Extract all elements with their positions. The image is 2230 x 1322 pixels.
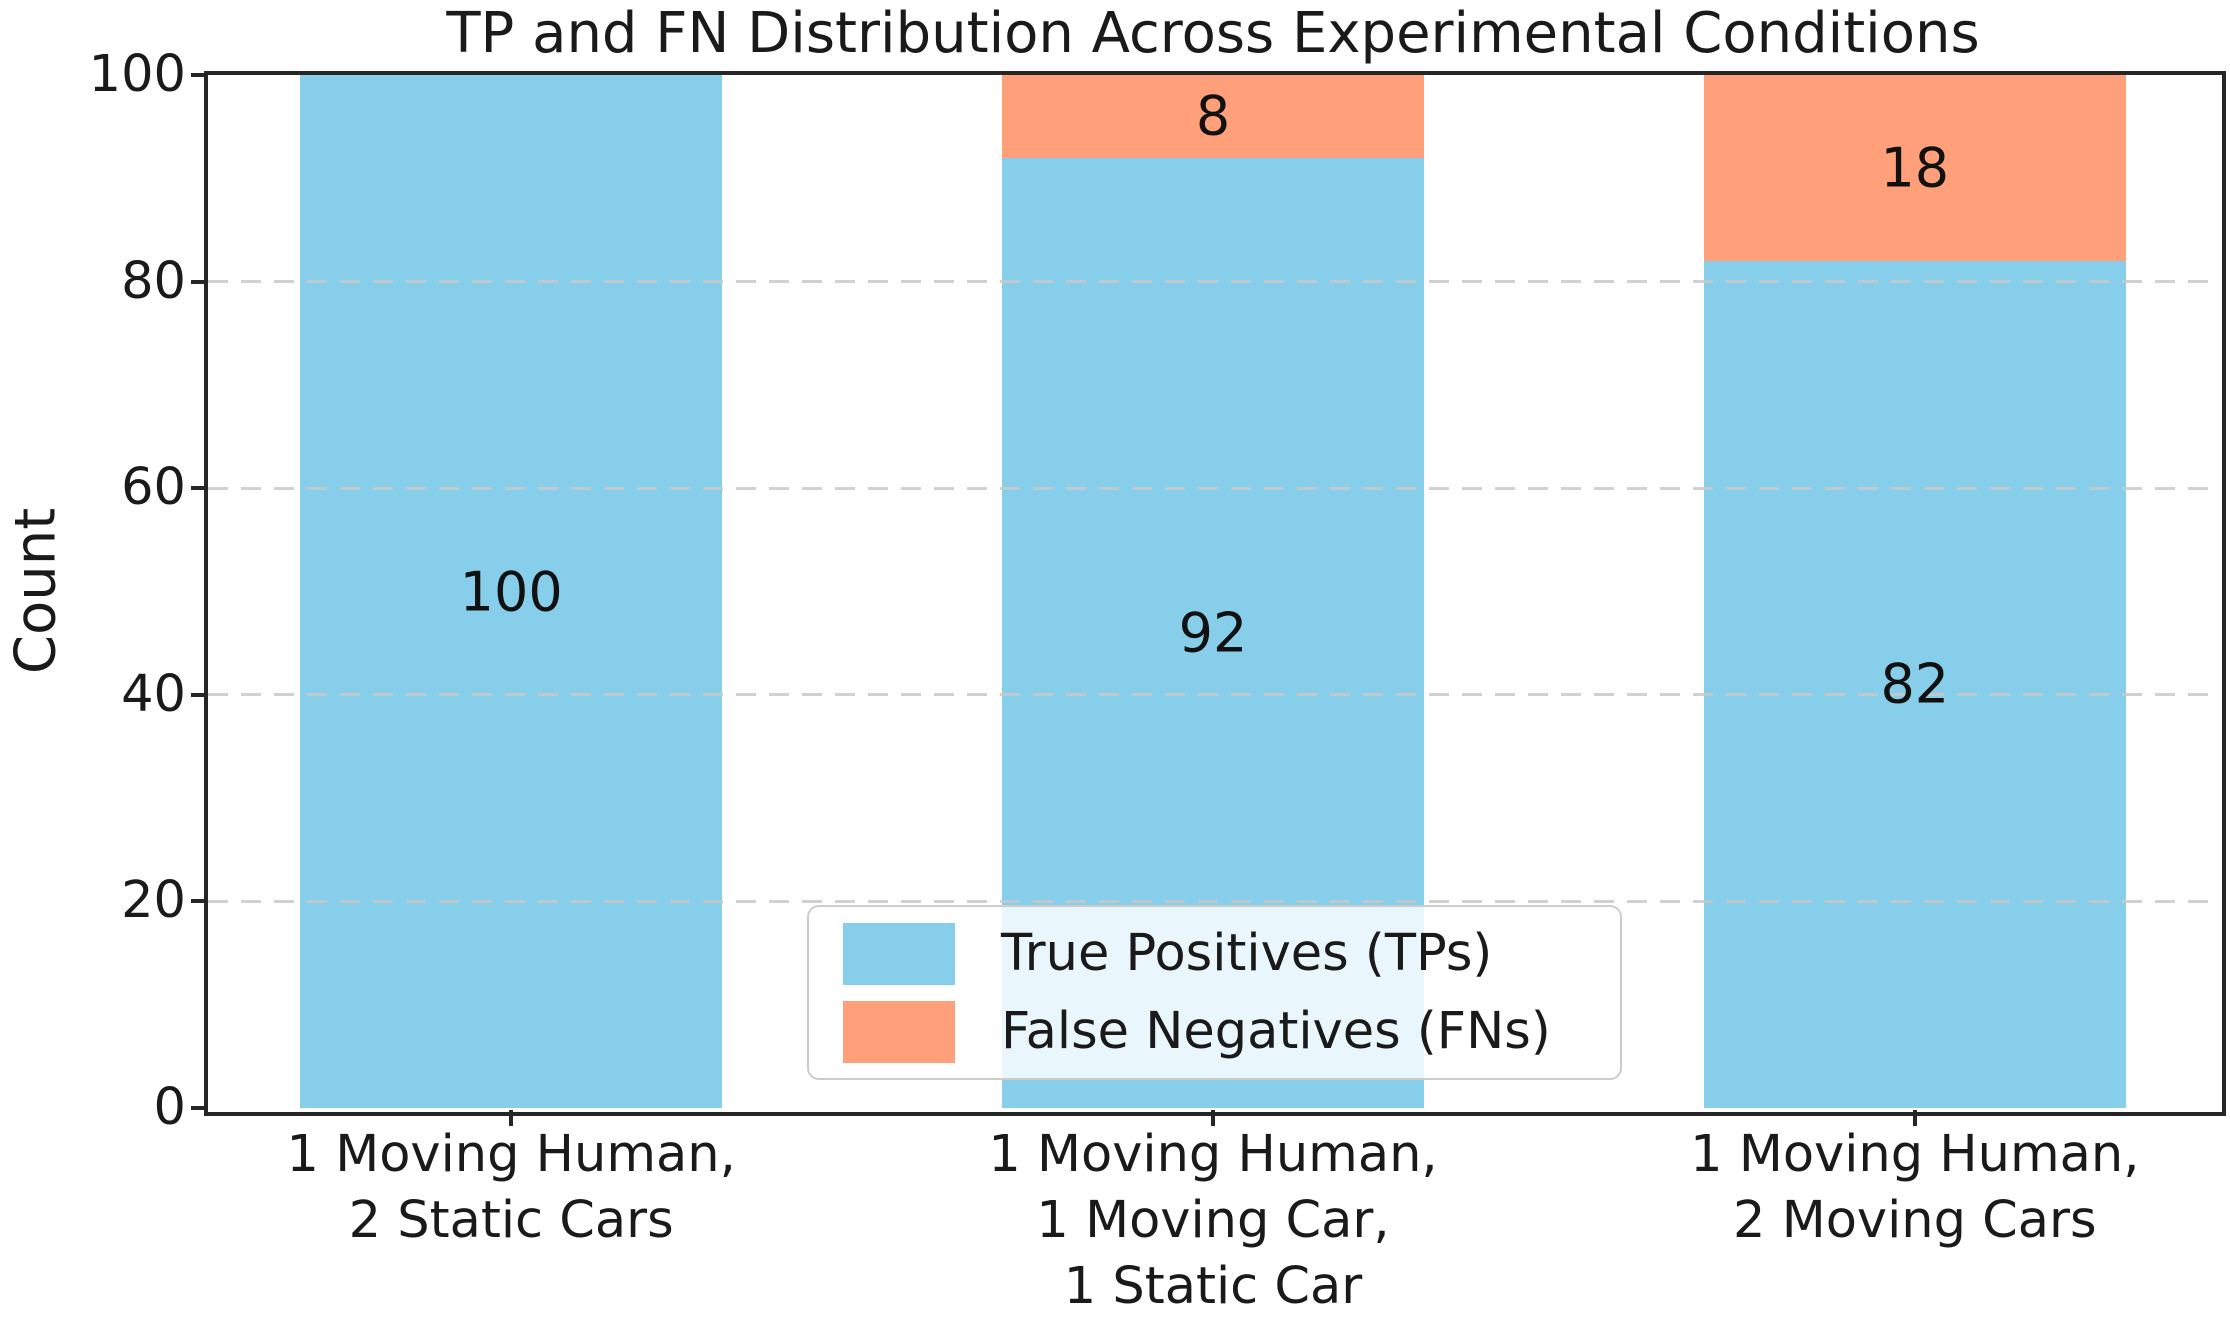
legend-item-tp: True Positives (TPs) <box>843 922 1586 985</box>
x-tick-label-line: 2 Static Cars <box>348 1191 674 1250</box>
legend-label: True Positives (TPs) <box>1001 924 1493 983</box>
y-tick-label-100: 100 <box>88 45 186 104</box>
y-tick-mark-20 <box>191 899 206 904</box>
y-tick-mark-0 <box>191 1106 206 1110</box>
y-tick-mark-40 <box>191 692 206 697</box>
y-tick-mark-100 <box>191 73 206 77</box>
y-tick-label-60: 60 <box>121 458 186 518</box>
legend-swatch-tp <box>843 922 955 985</box>
bar-value-label: 92 <box>1178 601 1248 665</box>
x-tick-label-line: 2 Moving Cars <box>1733 1191 2097 1250</box>
x-tick-label-line: 1 Moving Car, <box>1036 1191 1390 1250</box>
bar-segment-fn-1 <box>1001 75 1425 158</box>
legend-swatch-fn <box>843 1000 955 1063</box>
legend-label: False Negatives (FNs) <box>1001 1002 1551 1061</box>
legend: True Positives (TPs) False Negatives (FNs… <box>807 905 1622 1080</box>
chart-title: TP and FN Distribution Across Experiment… <box>446 1 1980 66</box>
x-tick-label-0: 1 Moving Human, 2 Static Cars <box>151 1122 871 1254</box>
gridline-80 <box>208 280 2218 284</box>
y-tick-label-0: 0 <box>153 1078 186 1137</box>
gridline-20 <box>208 899 2218 903</box>
bar-value-label: 82 <box>1880 652 1950 716</box>
x-tick-label-1: 1 Moving Human, 1 Moving Car, 1 Static Car <box>853 1122 1573 1320</box>
x-tick-mark-1 <box>1211 1110 1215 1126</box>
x-tick-label-2: 1 Moving Human, 2 Moving Cars <box>1555 1122 2230 1254</box>
y-tick-label-20: 20 <box>121 871 186 931</box>
legend-item-fn: False Negatives (FNs) <box>843 1000 1586 1063</box>
y-tick-mark-60 <box>191 486 206 491</box>
x-tick-label-line: 1 Moving Human, <box>988 1125 1438 1184</box>
x-tick-label-line: 1 Moving Human, <box>286 1125 736 1184</box>
x-tick-mark-0 <box>509 1110 514 1126</box>
bar-value-label: 100 <box>459 560 563 623</box>
y-tick-label-80: 80 <box>121 251 186 311</box>
x-tick-mark-2 <box>1912 1110 1917 1126</box>
y-axis-label: Count <box>3 507 69 675</box>
bar-segment-fn-2 <box>1703 75 2127 261</box>
bar-value-label: 18 <box>1880 136 1950 200</box>
y-tick-mark-80 <box>191 279 206 284</box>
bar-value-label: 8 <box>1195 84 1231 148</box>
x-tick-label-line: 1 Moving Human, <box>1690 1125 2140 1184</box>
bar-segment-tp-2 <box>1703 260 2127 1108</box>
y-tick-label-40: 40 <box>121 664 186 724</box>
x-tick-label-line: 1 Static Car <box>1063 1257 1363 1316</box>
gridline-40 <box>208 693 2218 697</box>
bar-segment-tp-0 <box>299 75 723 1108</box>
gridline-60 <box>208 486 2218 490</box>
